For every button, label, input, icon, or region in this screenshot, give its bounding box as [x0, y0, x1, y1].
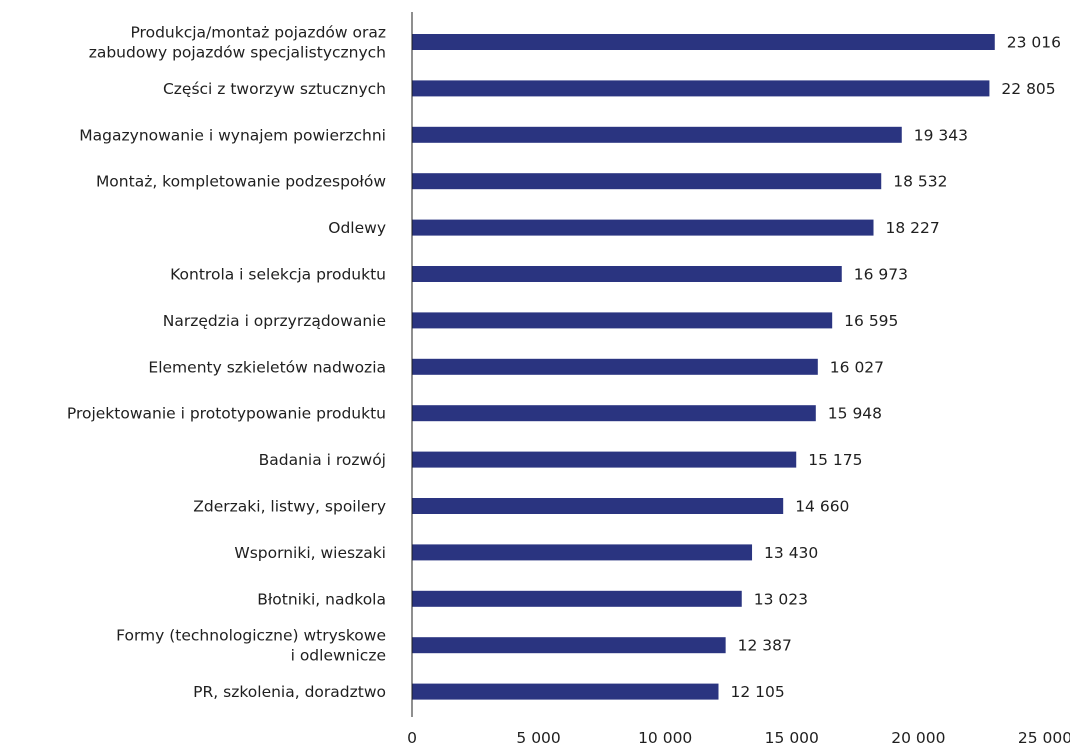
category-label-line: Projektowanie i prototypowanie produktu — [67, 405, 386, 423]
bar — [412, 544, 753, 561]
data-label: 18 227 — [886, 219, 940, 237]
category-labels-group: Produkcja/montaż pojazdów oraz zabudowy p… — [67, 24, 386, 702]
bar — [412, 451, 797, 468]
category-label-line: Odlewy — [328, 219, 386, 237]
category-label-line: i odlewnicze — [291, 647, 386, 665]
bar — [412, 683, 719, 700]
bar — [412, 173, 882, 190]
bar — [412, 590, 742, 607]
x-tick-label: 5 000 — [516, 729, 560, 747]
bar — [412, 219, 874, 236]
data-label: 12 105 — [730, 683, 784, 701]
category-label-line: Montaż, kompletowanie podzespołów — [96, 173, 386, 191]
category-label-line: Formy (technologiczne) wtryskowe — [116, 627, 386, 645]
category-label: Produkcja/montaż pojazdów oraz zabudowy p… — [89, 24, 386, 62]
x-tick-label: 0 — [407, 729, 417, 747]
bar — [412, 34, 995, 50]
category-label: Magazynowanie i wynajem powierzchni — [79, 126, 386, 144]
x-tick-label: 15 000 — [765, 729, 819, 747]
category-label-line: Zderzaki, listwy, spoilery — [193, 498, 386, 516]
bar — [412, 80, 990, 97]
data-label: 13 023 — [754, 590, 808, 608]
category-label-line: Magazynowanie i wynajem powierzchni — [79, 126, 386, 144]
category-label: Projektowanie i prototypowanie produktu — [67, 405, 386, 423]
category-label: Montaż, kompletowanie podzespołów — [96, 173, 386, 191]
category-label: Błotniki, nadkola — [257, 590, 386, 608]
category-label-line: Kontrola i selekcja produktu — [170, 266, 386, 284]
data-label: 18 532 — [893, 173, 947, 191]
bar — [412, 498, 784, 514]
category-label: Kontrola i selekcja produktu — [170, 266, 386, 284]
category-label-line: Elementy szkieletów nadwozia — [148, 358, 386, 376]
data-label: 16 027 — [830, 358, 884, 376]
category-label-line: Produkcja/montaż pojazdów oraz — [130, 24, 386, 42]
bar — [412, 637, 726, 654]
category-label-line: Części z tworzyw sztucznych — [163, 80, 386, 98]
data-label: 16 595 — [844, 312, 898, 330]
x-tick-label: 20 000 — [891, 729, 945, 747]
bar — [412, 266, 842, 282]
data-label: 19 343 — [914, 126, 968, 144]
value-labels-group: 23 016 22 805 19 343 18 532 18 227 16 973 16 5… — [730, 34, 1061, 702]
data-label: 23 016 — [1007, 34, 1061, 52]
category-label-line: Badania i rozwój — [259, 451, 386, 469]
data-label: 12 387 — [738, 637, 792, 655]
category-label: Narzędzia i oprzyrządowanie — [163, 312, 386, 330]
bar — [412, 405, 816, 422]
bars-group — [412, 34, 995, 700]
category-label: Odlewy — [328, 219, 386, 237]
category-label-line: PR, szkolenia, doradztwo — [193, 683, 386, 701]
data-label: 13 430 — [764, 544, 818, 562]
category-label-line: Wsporniki, wieszaki — [234, 544, 386, 562]
category-label: Badania i rozwój — [259, 451, 386, 469]
category-label: PR, szkolenia, doradztwo — [193, 683, 386, 701]
category-label: Zderzaki, listwy, spoilery — [193, 498, 386, 516]
category-label: Formy (technologiczne) wtryskowe i odlewn… — [116, 627, 386, 665]
category-label: Wsporniki, wieszaki — [234, 544, 386, 562]
data-label: 15 175 — [808, 451, 862, 469]
x-axis-ticks-group: 0 5 000 10 000 15 000 20 000 25 000 — [407, 729, 1070, 747]
data-label: 15 948 — [828, 405, 882, 423]
data-label: 14 660 — [795, 498, 849, 516]
category-label-line: Błotniki, nadkola — [257, 590, 386, 608]
category-label: Elementy szkieletów nadwozia — [148, 358, 386, 376]
x-tick-label: 10 000 — [638, 729, 692, 747]
x-tick-label: 25 000 — [1018, 729, 1070, 747]
category-label-line: zabudowy pojazdów specjalistycznych — [89, 44, 386, 62]
data-label: 16 973 — [854, 266, 908, 284]
data-label: 22 805 — [1001, 80, 1055, 98]
bar — [412, 358, 818, 375]
bar — [412, 126, 902, 143]
category-label-line: Narzędzia i oprzyrządowanie — [163, 312, 386, 330]
category-label: Części z tworzyw sztucznych — [163, 80, 386, 98]
bar — [412, 312, 833, 329]
